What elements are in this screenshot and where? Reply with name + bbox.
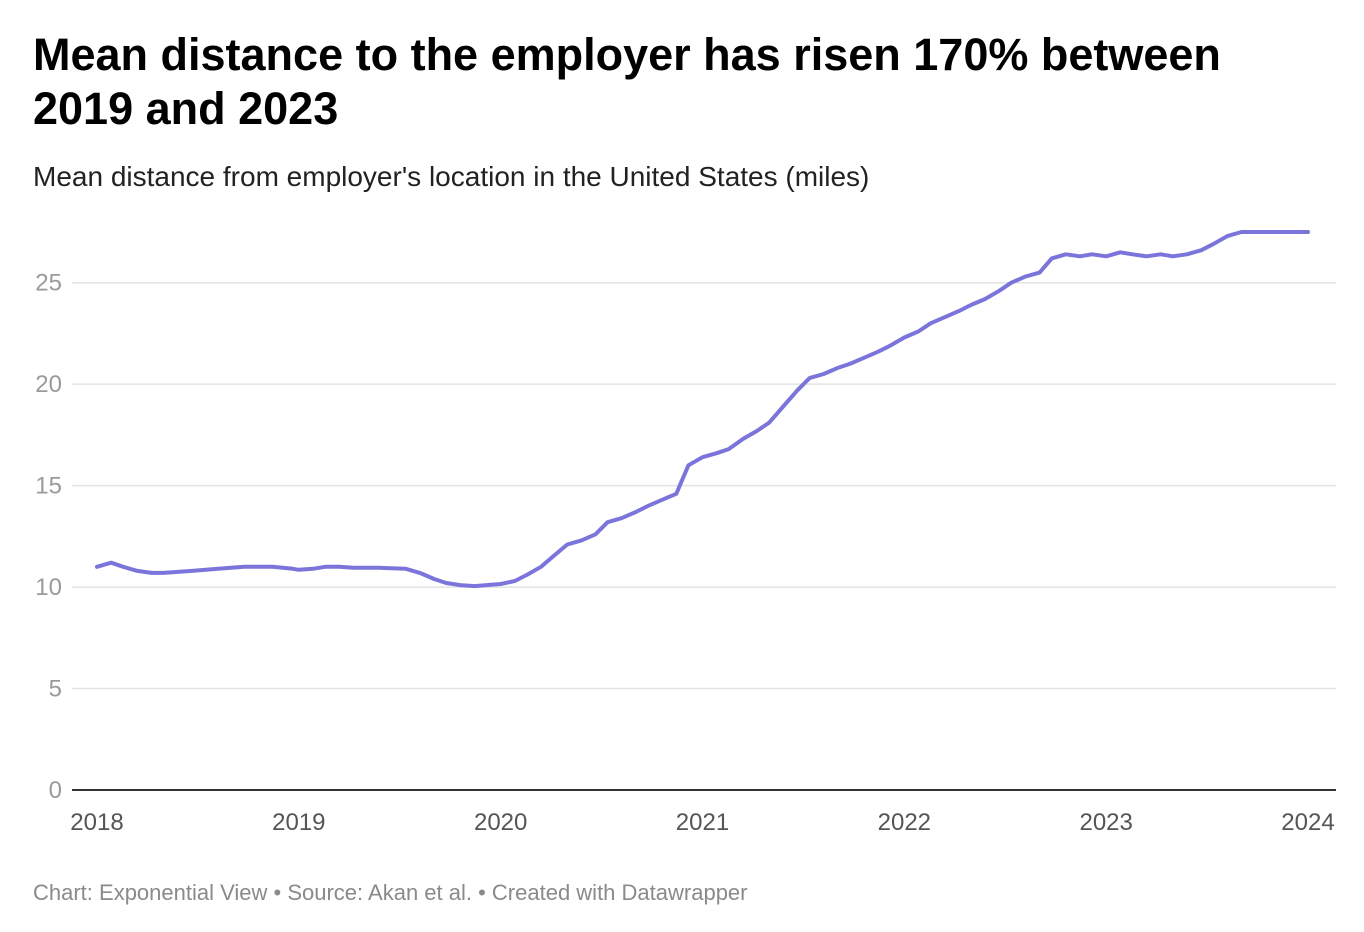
y-tick-label: 5: [49, 676, 62, 703]
y-tick-label: 20: [35, 371, 62, 398]
x-tick-label: 2018: [70, 809, 123, 836]
x-axis-labels: 2018 2019 2020 2021 2022 2023 2024: [70, 809, 1334, 836]
y-tick-label: 10: [35, 574, 62, 601]
x-tick-label: 2022: [878, 809, 931, 836]
y-tick-label: 15: [35, 473, 62, 500]
x-tick-label: 2020: [474, 809, 527, 836]
x-tick-label: 2021: [676, 809, 729, 836]
chart-footer: Chart: Exponential View • Source: Akan e…: [33, 880, 748, 905]
y-axis-labels: 0 5 10 15 20 25: [35, 270, 62, 804]
x-tick-label: 2019: [272, 809, 325, 836]
y-tick-label: 25: [35, 270, 62, 297]
x-tick-label: 2024: [1281, 809, 1334, 836]
chart-title: Mean distance to the employer has risen …: [33, 29, 1221, 134]
line-chart: 0 5 10 15 20 25 2018 2019 2020 2021 2022 2023 2024: [35, 230, 1336, 836]
series-line-0: [95, 230, 1310, 589]
series-layer: [95, 230, 1310, 589]
chart-subtitle: Mean distance from employer's location i…: [33, 161, 870, 192]
x-tick-label: 2023: [1079, 809, 1132, 836]
y-tick-label: 0: [49, 777, 62, 804]
gridlines: [72, 281, 1336, 791]
